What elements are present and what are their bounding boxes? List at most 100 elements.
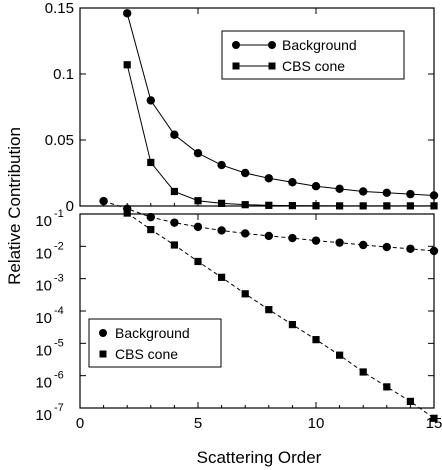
y-axis-title: Relative Contribution — [5, 127, 24, 285]
y-tick-label-base-2-2: 10 — [35, 278, 52, 295]
x-tick-label-3: 15 — [426, 415, 442, 432]
marker-square-1-2-5 — [241, 201, 249, 209]
marker-square-2-2-13 — [430, 414, 438, 422]
legend-box-2 — [88, 318, 222, 368]
x-axis-title: Scattering Order — [197, 448, 322, 467]
marker-circle-1-1-5 — [241, 168, 250, 178]
marker-circle-1-1-3 — [193, 149, 203, 158]
legend-marker-2-1 — [99, 329, 107, 337]
y-tick-label-exp-2-2: -3 — [54, 273, 64, 285]
legend-marker-1-2-a — [232, 62, 240, 70]
y-tick-label-base-2-5: 10 — [35, 375, 52, 392]
marker-circle-2-1-12 — [382, 242, 391, 252]
legend-box-1 — [221, 30, 405, 80]
marker-square-2-2-10 — [359, 368, 367, 376]
marker-square-2-2-9 — [336, 351, 344, 359]
y-tick-label-1-2: 0.1 — [53, 66, 74, 83]
y-tick-label-base-2-6: 10 — [35, 407, 52, 424]
x-tick-label-0: 0 — [76, 415, 84, 432]
marker-square-1-2-12 — [406, 202, 414, 210]
y-tick-label-exp-2-4: -5 — [54, 337, 64, 349]
plot-frame-1 — [79, 7, 435, 207]
marker-square-1-2-6 — [265, 201, 273, 209]
series-line-2-2 — [126, 212, 435, 419]
marker-circle-1-1-12 — [406, 189, 415, 199]
marker-circle-1-1-10 — [359, 187, 368, 196]
y-tick-label-exp-2-1: -2 — [54, 240, 64, 252]
marker-square-1-2-8 — [312, 202, 320, 210]
legend-marker-1-1-a — [232, 41, 240, 49]
marker-square-1-2-0 — [123, 61, 131, 69]
y-tick-label-exp-2-0: -1 — [54, 208, 64, 220]
marker-circle-1-1-9 — [335, 184, 344, 194]
marker-square-1-2-1 — [147, 158, 155, 167]
legend-marker-1-2-b — [268, 62, 276, 70]
legend-marker-1-1-b — [268, 41, 276, 49]
marker-circle-2-1-3 — [170, 218, 179, 227]
y-tick-label-base-2-4: 10 — [35, 342, 52, 359]
marker-circle-2-1-2 — [146, 212, 155, 222]
plot-frame-2 — [79, 213, 435, 409]
y-tick-label-1-3: 0.15 — [45, 0, 74, 17]
marker-circle-1-1-8 — [311, 182, 321, 191]
marker-square-2-2-6 — [265, 306, 273, 314]
marker-square-1-2-3 — [194, 197, 202, 205]
marker-square-1-2-10 — [359, 202, 367, 210]
y-tick-label-exp-2-3: -4 — [54, 305, 64, 317]
marker-circle-1-1-7 — [288, 178, 297, 187]
marker-square-1-2-7 — [288, 202, 296, 210]
marker-square-2-2-0 — [123, 209, 131, 217]
marker-circle-2-1-7 — [264, 231, 273, 241]
marker-circle-1-1-1 — [146, 96, 155, 105]
marker-square-1-2-13 — [430, 202, 438, 210]
marker-circle-1-1-2 — [170, 130, 179, 139]
marker-square-2-2-11 — [383, 383, 391, 391]
marker-square-2-2-3 — [194, 257, 202, 266]
marker-circle-2-1-9 — [311, 236, 321, 245]
marker-circle-2-1-14 — [429, 246, 439, 256]
marker-circle-2-1-13 — [406, 244, 415, 253]
marker-circle-1-1-4 — [217, 160, 226, 170]
y-tick-label-1-1: 0.05 — [45, 132, 74, 149]
y-tick-label-1-0: 0 — [66, 198, 74, 215]
y-tick-label-base-2-0: 10 — [35, 213, 52, 230]
series-line-1-2 — [126, 64, 434, 207]
marker-square-2-2-12 — [406, 397, 414, 406]
marker-circle-2-1-4 — [193, 222, 203, 232]
legend-1: Background CBS cone — [221, 30, 405, 80]
marker-circle-2-1-10 — [335, 238, 344, 247]
marker-square-2-2-1 — [147, 225, 155, 234]
marker-circle-2-1-8 — [288, 233, 297, 243]
legend-label-1-2: CBS cone — [282, 58, 345, 74]
marker-square-1-2-11 — [383, 202, 391, 210]
plot-panel-1: 0 0.05 0.1 0.15 Background CBS cone — [45, 0, 439, 215]
marker-square-1-2-2 — [170, 187, 178, 196]
legend-marker-2-2 — [99, 350, 107, 358]
marker-circle-1-1-6 — [264, 174, 273, 183]
legend-label-2-1: Background — [115, 325, 190, 341]
legend-2: Background CBS cone — [88, 318, 222, 368]
marker-square-1-2-9 — [336, 202, 344, 210]
marker-circle-2-1-11 — [359, 240, 368, 250]
x-tick-label-1: 5 — [194, 415, 202, 432]
marker-square-2-2-2 — [170, 241, 178, 249]
marker-square-2-2-5 — [241, 290, 249, 298]
legend-label-2-2: CBS cone — [115, 346, 178, 362]
marker-circle-1-1-13 — [429, 191, 439, 200]
marker-square-2-2-4 — [218, 273, 226, 281]
marker-square-1-2-4 — [218, 199, 226, 207]
marker-circle-2-1-5 — [217, 226, 226, 235]
y-tick-label-exp-2-6: -7 — [54, 402, 64, 414]
y-tick-label-exp-2-5: -6 — [54, 370, 64, 382]
x-tick-label-2: 10 — [308, 415, 325, 432]
marker-circle-1-1-0 — [123, 9, 132, 18]
marker-circle-2-1-0 — [99, 196, 108, 206]
marker-square-2-2-8 — [312, 336, 320, 344]
marker-square-2-2-7 — [288, 320, 296, 329]
y-tick-label-base-2-3: 10 — [35, 310, 52, 327]
y-tick-label-base-2-1: 10 — [35, 245, 52, 262]
marker-circle-2-1-6 — [241, 229, 250, 238]
legend-label-1-1: Background — [282, 37, 357, 53]
